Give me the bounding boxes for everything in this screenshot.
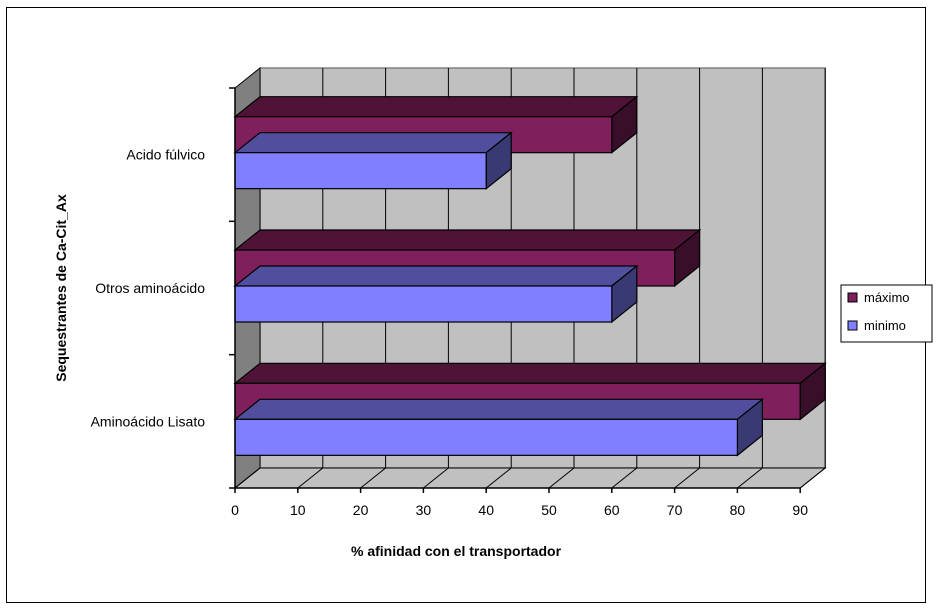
x-tick-label: 90 <box>792 502 808 518</box>
bar-top <box>233 96 639 118</box>
legend-label: minimo <box>864 318 906 333</box>
floor-gridline <box>799 467 826 489</box>
floor-gridline <box>548 467 575 489</box>
y-axis-title: Sequestrantes de Ca-Cit_Ax <box>53 194 69 382</box>
bar-top <box>233 132 513 154</box>
floor-gridline <box>297 467 324 489</box>
bar-minimo-0 <box>233 398 765 457</box>
x-tick-label: 0 <box>231 502 239 518</box>
floor-gridline <box>737 467 763 489</box>
bar-top <box>233 229 702 251</box>
legend-swatch <box>847 320 858 331</box>
legend: máximo minimo <box>840 284 933 343</box>
x-tick-label: 20 <box>353 502 369 518</box>
bar-minimo-2 <box>233 131 513 190</box>
bar-minimo-1 <box>233 264 639 324</box>
bar-front <box>234 418 738 456</box>
bar-top <box>233 265 639 287</box>
floor-gridline <box>423 467 449 489</box>
floor-gridline <box>611 467 638 489</box>
floor-gridline <box>674 467 700 489</box>
floor-gridline <box>234 467 261 489</box>
x-tick-label: 70 <box>667 502 683 518</box>
category-label: Aminoácido Lisato <box>91 413 206 429</box>
floor <box>233 467 827 489</box>
bar-top <box>233 398 765 420</box>
x-tick-label: 40 <box>478 502 494 518</box>
x-tick-label: 50 <box>541 502 557 518</box>
bar-front <box>234 152 487 190</box>
legend-label: máximo <box>864 290 910 305</box>
x-tick-label: 60 <box>604 502 620 518</box>
bar-top <box>233 362 827 384</box>
x-tick-label: 10 <box>290 502 306 518</box>
bar-front <box>234 285 613 323</box>
axes: 0 10 20 30 40 50 60 70 80 90 Aminoácido Lisato Otro… <box>91 87 808 518</box>
floor-gridline <box>360 467 386 489</box>
legend-swatch <box>847 292 858 303</box>
bars <box>233 95 827 457</box>
x-axis-title: % afinidad con el transportador <box>351 543 562 559</box>
x-tick-label: 30 <box>416 502 432 518</box>
x-tick-label: 80 <box>730 502 746 518</box>
floor-gridline <box>485 467 512 489</box>
category-label: Acido fúlvico <box>126 147 205 163</box>
category-label: Otros aminoácido <box>95 280 205 296</box>
